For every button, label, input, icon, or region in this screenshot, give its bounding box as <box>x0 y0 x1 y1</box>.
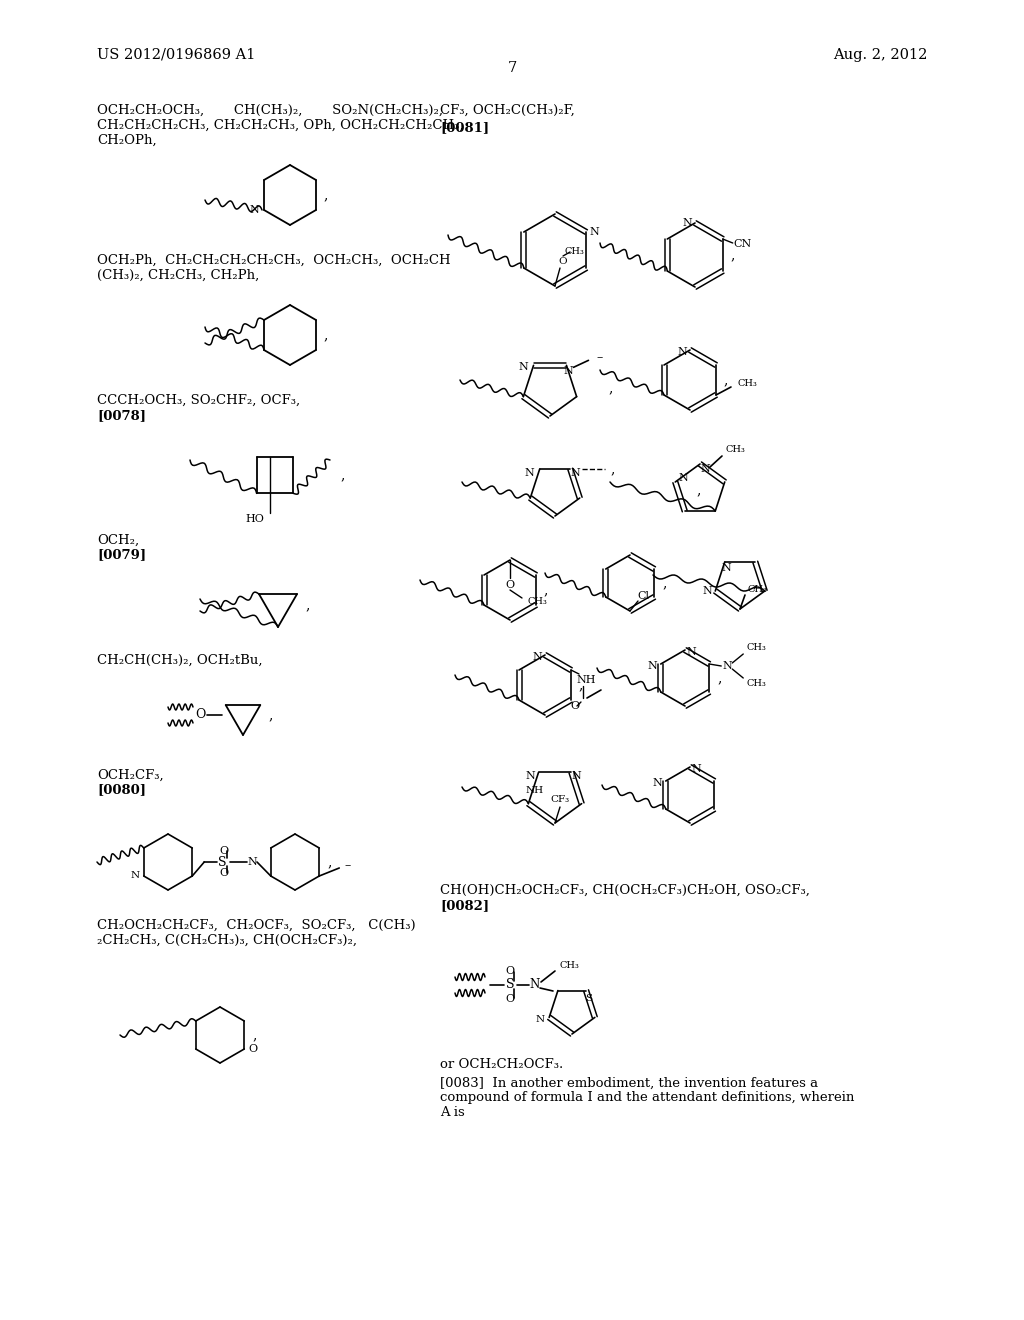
Text: N: N <box>247 857 257 867</box>
Text: –: – <box>344 859 350 873</box>
Text: N: N <box>570 469 581 478</box>
Text: OCH₂CF₃,: OCH₂CF₃, <box>97 768 164 781</box>
Text: N: N <box>525 771 536 781</box>
Text: [0083]  In another embodiment, the invention features a: [0083] In another embodiment, the invent… <box>440 1077 818 1089</box>
Text: ,: , <box>731 248 735 261</box>
Text: ,: , <box>752 576 757 590</box>
Text: N: N <box>648 661 657 671</box>
Text: CH₂CH₂CH₂CH₃, CH₂CH₂CH₃, OPh, OCH₂CH₂CH₂CH₃,: CH₂CH₂CH₂CH₃, CH₂CH₂CH₃, OPh, OCH₂CH₂CH₂… <box>97 119 464 132</box>
Text: S: S <box>506 978 514 991</box>
Text: NH: NH <box>577 675 596 685</box>
Text: [0079]: [0079] <box>97 549 146 561</box>
Text: CH₃: CH₃ <box>726 446 745 454</box>
Text: CH₃: CH₃ <box>748 585 768 594</box>
Text: O: O <box>506 579 515 590</box>
Text: N: N <box>563 367 573 376</box>
Text: OCH₂CH₂OCH₃,       CH(CH₃)₂,       SO₂N(CH₂CH₃)₂,: OCH₂CH₂OCH₃, CH(CH₃)₂, SO₂N(CH₂CH₃)₂, <box>97 103 443 116</box>
Text: N: N <box>682 218 692 228</box>
Text: N: N <box>532 652 542 663</box>
Text: O: O <box>570 701 580 711</box>
Text: N: N <box>702 586 712 597</box>
Text: N: N <box>519 363 528 372</box>
Text: N: N <box>589 227 599 238</box>
Text: ,: , <box>544 583 549 597</box>
Text: CH₃: CH₃ <box>746 680 766 689</box>
Text: ,: , <box>724 374 728 387</box>
Text: ,: , <box>328 855 332 869</box>
Text: S: S <box>218 855 226 869</box>
Text: OCH₂Ph,  CH₂CH₂CH₂CH₂CH₃,  OCH₂CH₃,  OCH₂CH: OCH₂Ph, CH₂CH₂CH₂CH₂CH₃, OCH₂CH₃, OCH₂CH <box>97 253 451 267</box>
Text: CCCH₂OCH₃, SO₂CHF₂, OCF₃,: CCCH₂OCH₃, SO₂CHF₂, OCF₃, <box>97 393 300 407</box>
Text: ,: , <box>610 462 614 477</box>
Text: ,: , <box>608 381 612 395</box>
Text: CH₂OCH₂CH₂CF₃,  CH₂OCF₃,  SO₂CF₃,   C(CH₃): CH₂OCH₂CH₂CF₃, CH₂OCF₃, SO₂CF₃, C(CH₃) <box>97 919 416 932</box>
Text: CH₂CH(CH₃)₂, OCH₂tBu,: CH₂CH(CH₃)₂, OCH₂tBu, <box>97 653 262 667</box>
Text: compound of formula I and the attendant definitions, wherein: compound of formula I and the attendant … <box>440 1092 854 1105</box>
Text: N: N <box>691 764 700 774</box>
Text: ,: , <box>579 678 584 692</box>
Text: ,: , <box>663 576 667 590</box>
Text: 7: 7 <box>507 61 517 75</box>
Text: CH₃: CH₃ <box>528 598 548 606</box>
Text: CF₃, OCH₂C(CH₃)₂F,: CF₃, OCH₂C(CH₃)₂F, <box>440 103 574 116</box>
Text: (CH₃)₂, CH₂CH₃, CH₂Ph,: (CH₃)₂, CH₂CH₃, CH₂Ph, <box>97 268 259 281</box>
Text: N: N <box>571 771 582 781</box>
Text: O: O <box>249 1044 258 1053</box>
Text: S: S <box>586 994 593 1003</box>
Text: ,: , <box>252 1028 257 1041</box>
Text: N: N <box>722 661 732 671</box>
Text: CN: CN <box>733 239 752 249</box>
Text: N: N <box>529 978 540 991</box>
Text: HO: HO <box>246 513 264 524</box>
Text: N: N <box>525 469 535 478</box>
Text: O: O <box>559 256 567 265</box>
Text: N: N <box>536 1015 545 1024</box>
Text: [0081]: [0081] <box>440 121 489 135</box>
Text: Aug. 2, 2012: Aug. 2, 2012 <box>833 48 927 62</box>
Text: N: N <box>249 205 259 215</box>
Text: ,: , <box>324 327 329 342</box>
Text: CH₃: CH₃ <box>559 961 579 969</box>
Text: N: N <box>653 777 663 788</box>
Text: ₂CH₂CH₃, C(CH₂CH₃)₃, CH(OCH₂CF₃)₂,: ₂CH₂CH₃, C(CH₂CH₃)₃, CH(OCH₂CF₃)₂, <box>97 933 357 946</box>
Text: CH₃: CH₃ <box>746 644 766 652</box>
Text: O: O <box>506 966 515 975</box>
Text: O: O <box>506 994 515 1005</box>
Text: N: N <box>678 473 688 483</box>
Text: ,: , <box>696 483 701 498</box>
Text: –: – <box>596 351 603 364</box>
Text: N: N <box>722 562 731 573</box>
Text: NH: NH <box>525 785 544 795</box>
Text: [0082]: [0082] <box>440 899 489 912</box>
Text: O: O <box>195 709 205 722</box>
Text: ,: , <box>305 598 309 612</box>
Text: N: N <box>700 465 710 474</box>
Text: CH(OH)CH₂OCH₂CF₃, CH(OCH₂CF₃)CH₂OH, OSO₂CF₃,: CH(OH)CH₂OCH₂CF₃, CH(OCH₂CF₃)CH₂OH, OSO₂… <box>440 883 810 896</box>
Text: ,: , <box>340 469 344 482</box>
Text: N: N <box>677 347 687 356</box>
Text: Cl: Cl <box>637 591 649 601</box>
Text: OCH₂,: OCH₂, <box>97 533 139 546</box>
Text: [0078]: [0078] <box>97 409 146 422</box>
Text: N: N <box>686 647 696 657</box>
Text: A is: A is <box>440 1106 465 1119</box>
Text: ,: , <box>324 187 329 202</box>
Text: [0080]: [0080] <box>97 784 146 796</box>
Text: or OCH₂CH₂OCF₃.: or OCH₂CH₂OCF₃. <box>440 1059 563 1072</box>
Text: CH₃: CH₃ <box>738 379 758 388</box>
Text: ,: , <box>717 671 722 685</box>
Text: O: O <box>219 846 228 855</box>
Text: N: N <box>130 871 139 880</box>
Text: O: O <box>219 869 228 878</box>
Text: CH₂OPh,: CH₂OPh, <box>97 133 157 147</box>
Text: CH₃: CH₃ <box>564 248 584 256</box>
Text: US 2012/0196869 A1: US 2012/0196869 A1 <box>97 48 255 62</box>
Text: CF₃: CF₃ <box>551 795 569 804</box>
Text: ,: , <box>268 708 272 722</box>
